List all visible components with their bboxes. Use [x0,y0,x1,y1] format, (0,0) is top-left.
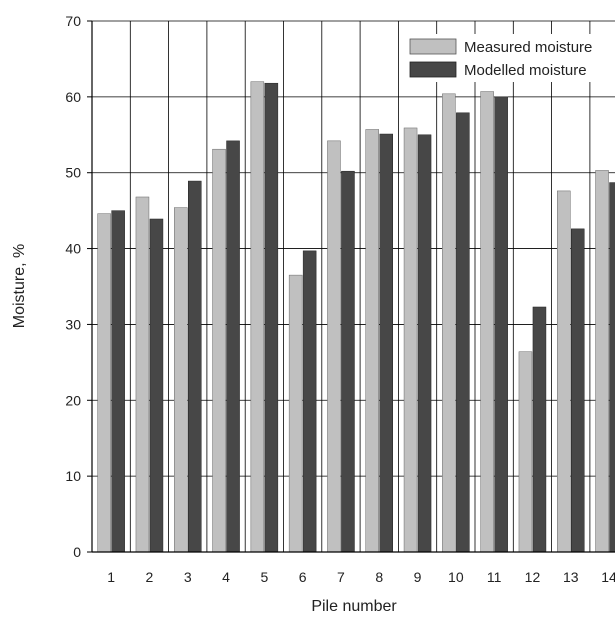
bar-measured-10 [442,93,456,553]
bar-measured-2 [135,196,150,553]
bar-modelled-2 [149,218,164,553]
y-tick-label-0: 0 [73,544,81,560]
bars [97,81,615,553]
x-tick-label-2: 2 [146,569,154,585]
x-axis-title: Pile number [311,598,397,615]
bar-modelled-4 [226,140,240,553]
x-tick-label-9: 9 [414,569,422,585]
bar-modelled-3 [188,180,202,553]
y-tick-label-50: 50 [65,165,81,181]
bar-modelled-10 [456,112,470,553]
x-tick-label-11: 11 [487,569,502,585]
x-tick-label-8: 8 [375,569,383,585]
x-tick-label-10: 10 [448,569,464,585]
bar-measured-7 [327,140,341,553]
x-tick-label-1: 1 [107,569,115,585]
legend: Measured moisture Modelled moisture [404,34,615,82]
x-tick-label-12: 12 [525,569,541,585]
bar-measured-13 [557,190,571,553]
bar-modelled-6 [302,250,317,553]
legend-swatch-modelled [409,61,457,78]
x-tick-label-14: 14 [601,569,615,585]
bar-measured-3 [174,207,188,553]
bar-modelled-14 [609,182,615,553]
y-tick-label-30: 30 [65,316,81,332]
bar-modelled-8 [379,133,393,553]
bar-measured-5 [250,81,265,553]
bar-modelled-13 [571,228,585,553]
bar-measured-6 [288,274,303,553]
x-tick-label-5: 5 [260,569,268,585]
bar-measured-9 [403,127,418,553]
legend-label-measured: Measured moisture [464,39,592,56]
x-tick-label-3: 3 [184,569,192,585]
legend-swatch-measured [409,38,457,55]
x-tick-label-13: 13 [563,569,579,585]
x-tick-label-4: 4 [222,569,230,585]
y-tick-label-60: 60 [65,89,81,105]
bar-measured-4 [212,148,226,553]
x-tick-label-6: 6 [299,569,307,585]
bar-measured-14 [595,170,609,553]
grid-lines [92,20,615,552]
bar-measured-11 [480,91,494,553]
bar-modelled-5 [264,82,279,553]
bar-modelled-12 [532,306,547,553]
y-tick-label-20: 20 [65,392,81,408]
bar-modelled-9 [417,134,432,553]
bar-measured-1 [97,213,111,553]
y-tick-label-70: 70 [65,13,81,29]
x-tick-labels: 1 2 3 4 5 6 7 8 9 10 11 12 13 14 [107,569,615,585]
bar-measured-12 [518,351,533,553]
bar-modelled-1 [111,210,125,553]
y-tick-label-10: 10 [65,468,81,484]
x-tick-label-7: 7 [337,569,345,585]
legend-label-modelled: Modelled moisture [464,62,587,79]
y-axis-title: Moisture, % [11,244,28,328]
bar-modelled-7 [341,170,355,553]
axes [91,21,615,553]
y-tick-labels: 0 10 20 30 40 50 60 70 [65,13,92,560]
y-tick-label-40: 40 [65,241,81,257]
bar-modelled-11 [494,96,508,553]
bar-measured-8 [365,129,379,553]
